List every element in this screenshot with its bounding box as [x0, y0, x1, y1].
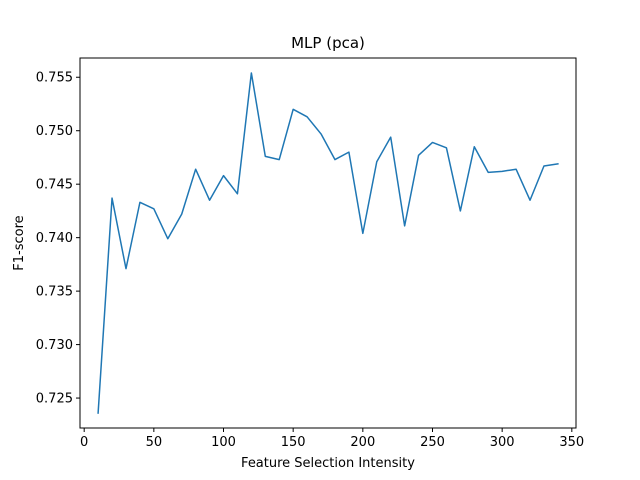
x-tick-label: 300 — [490, 435, 515, 450]
y-tick-label: 0.750 — [36, 124, 73, 139]
series-line — [97, 72, 559, 414]
x-tick-label: 0 — [80, 435, 88, 450]
y-tick-label: 0.730 — [36, 338, 73, 353]
axes-frame — [79, 57, 577, 429]
y-axis-label: F1-score — [12, 215, 27, 270]
x-axis-label: Feature Selection Intensity — [241, 456, 415, 471]
y-tick-label: 0.745 — [36, 178, 73, 193]
x-tick-label: 250 — [420, 435, 445, 450]
x-tick-label: 350 — [559, 435, 584, 450]
chart-title: MLP (pca) — [291, 34, 365, 52]
plot-area — [97, 72, 559, 414]
x-tick-label: 150 — [281, 435, 306, 450]
y-tick-label: 0.725 — [36, 392, 73, 407]
y-tick-label: 0.735 — [36, 285, 73, 300]
y-tick-label: 0.740 — [36, 231, 73, 246]
x-tick-label: 50 — [146, 435, 163, 450]
y-tick-label: 0.755 — [36, 71, 73, 86]
y-axis: 0.725 0.730 0.735 0.740 0.745 0.750 0.755 — [36, 71, 80, 407]
x-axis: 0 50 100 150 200 250 300 350 — [80, 428, 584, 450]
x-tick-label: 100 — [211, 435, 236, 450]
x-tick-label: 200 — [350, 435, 375, 450]
